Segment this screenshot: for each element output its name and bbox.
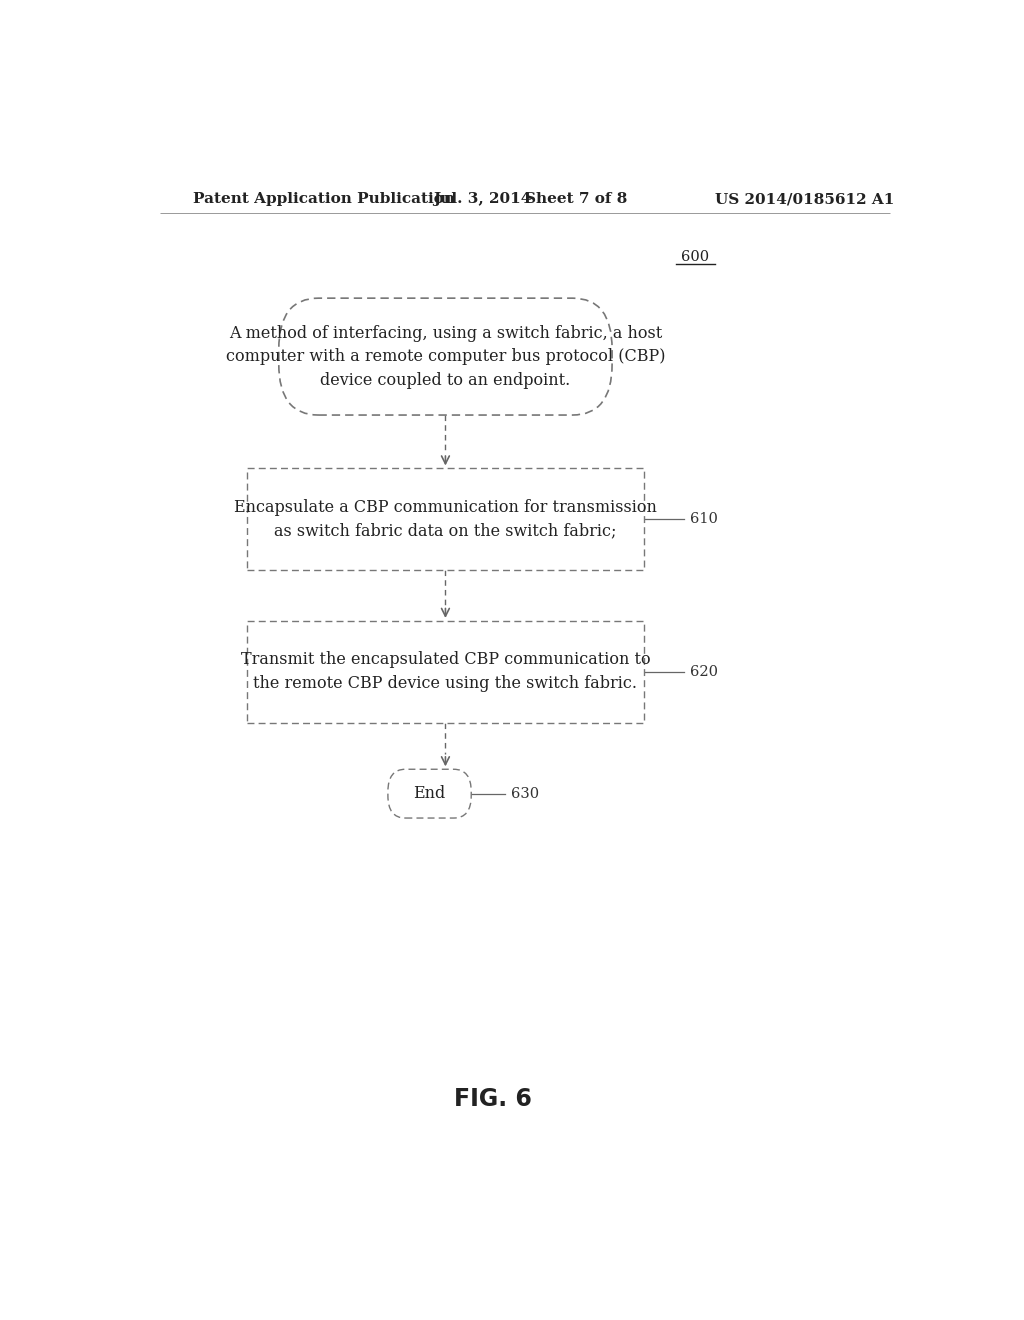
FancyBboxPatch shape [388,770,471,818]
Text: Patent Application Publication: Patent Application Publication [194,191,455,206]
FancyBboxPatch shape [279,298,612,414]
Text: A method of interfacing, using a switch fabric, a host
computer with a remote co: A method of interfacing, using a switch … [225,325,666,388]
FancyBboxPatch shape [247,469,644,570]
Text: Transmit the encapsulated CBP communication to
the remote CBP device using the s: Transmit the encapsulated CBP communicat… [241,652,650,692]
Text: US 2014/0185612 A1: US 2014/0185612 A1 [715,191,895,206]
Text: 610: 610 [690,512,718,527]
Text: Encapsulate a CBP communication for transmission
as switch fabric data on the sw: Encapsulate a CBP communication for tran… [234,499,656,540]
Text: End: End [414,785,445,803]
Text: Jul. 3, 2014: Jul. 3, 2014 [433,191,531,206]
FancyBboxPatch shape [247,620,644,722]
Text: 600: 600 [681,249,710,264]
Text: 630: 630 [511,787,539,801]
Text: Sheet 7 of 8: Sheet 7 of 8 [524,191,627,206]
Text: FIG. 6: FIG. 6 [454,1086,532,1110]
Text: 620: 620 [690,665,718,678]
